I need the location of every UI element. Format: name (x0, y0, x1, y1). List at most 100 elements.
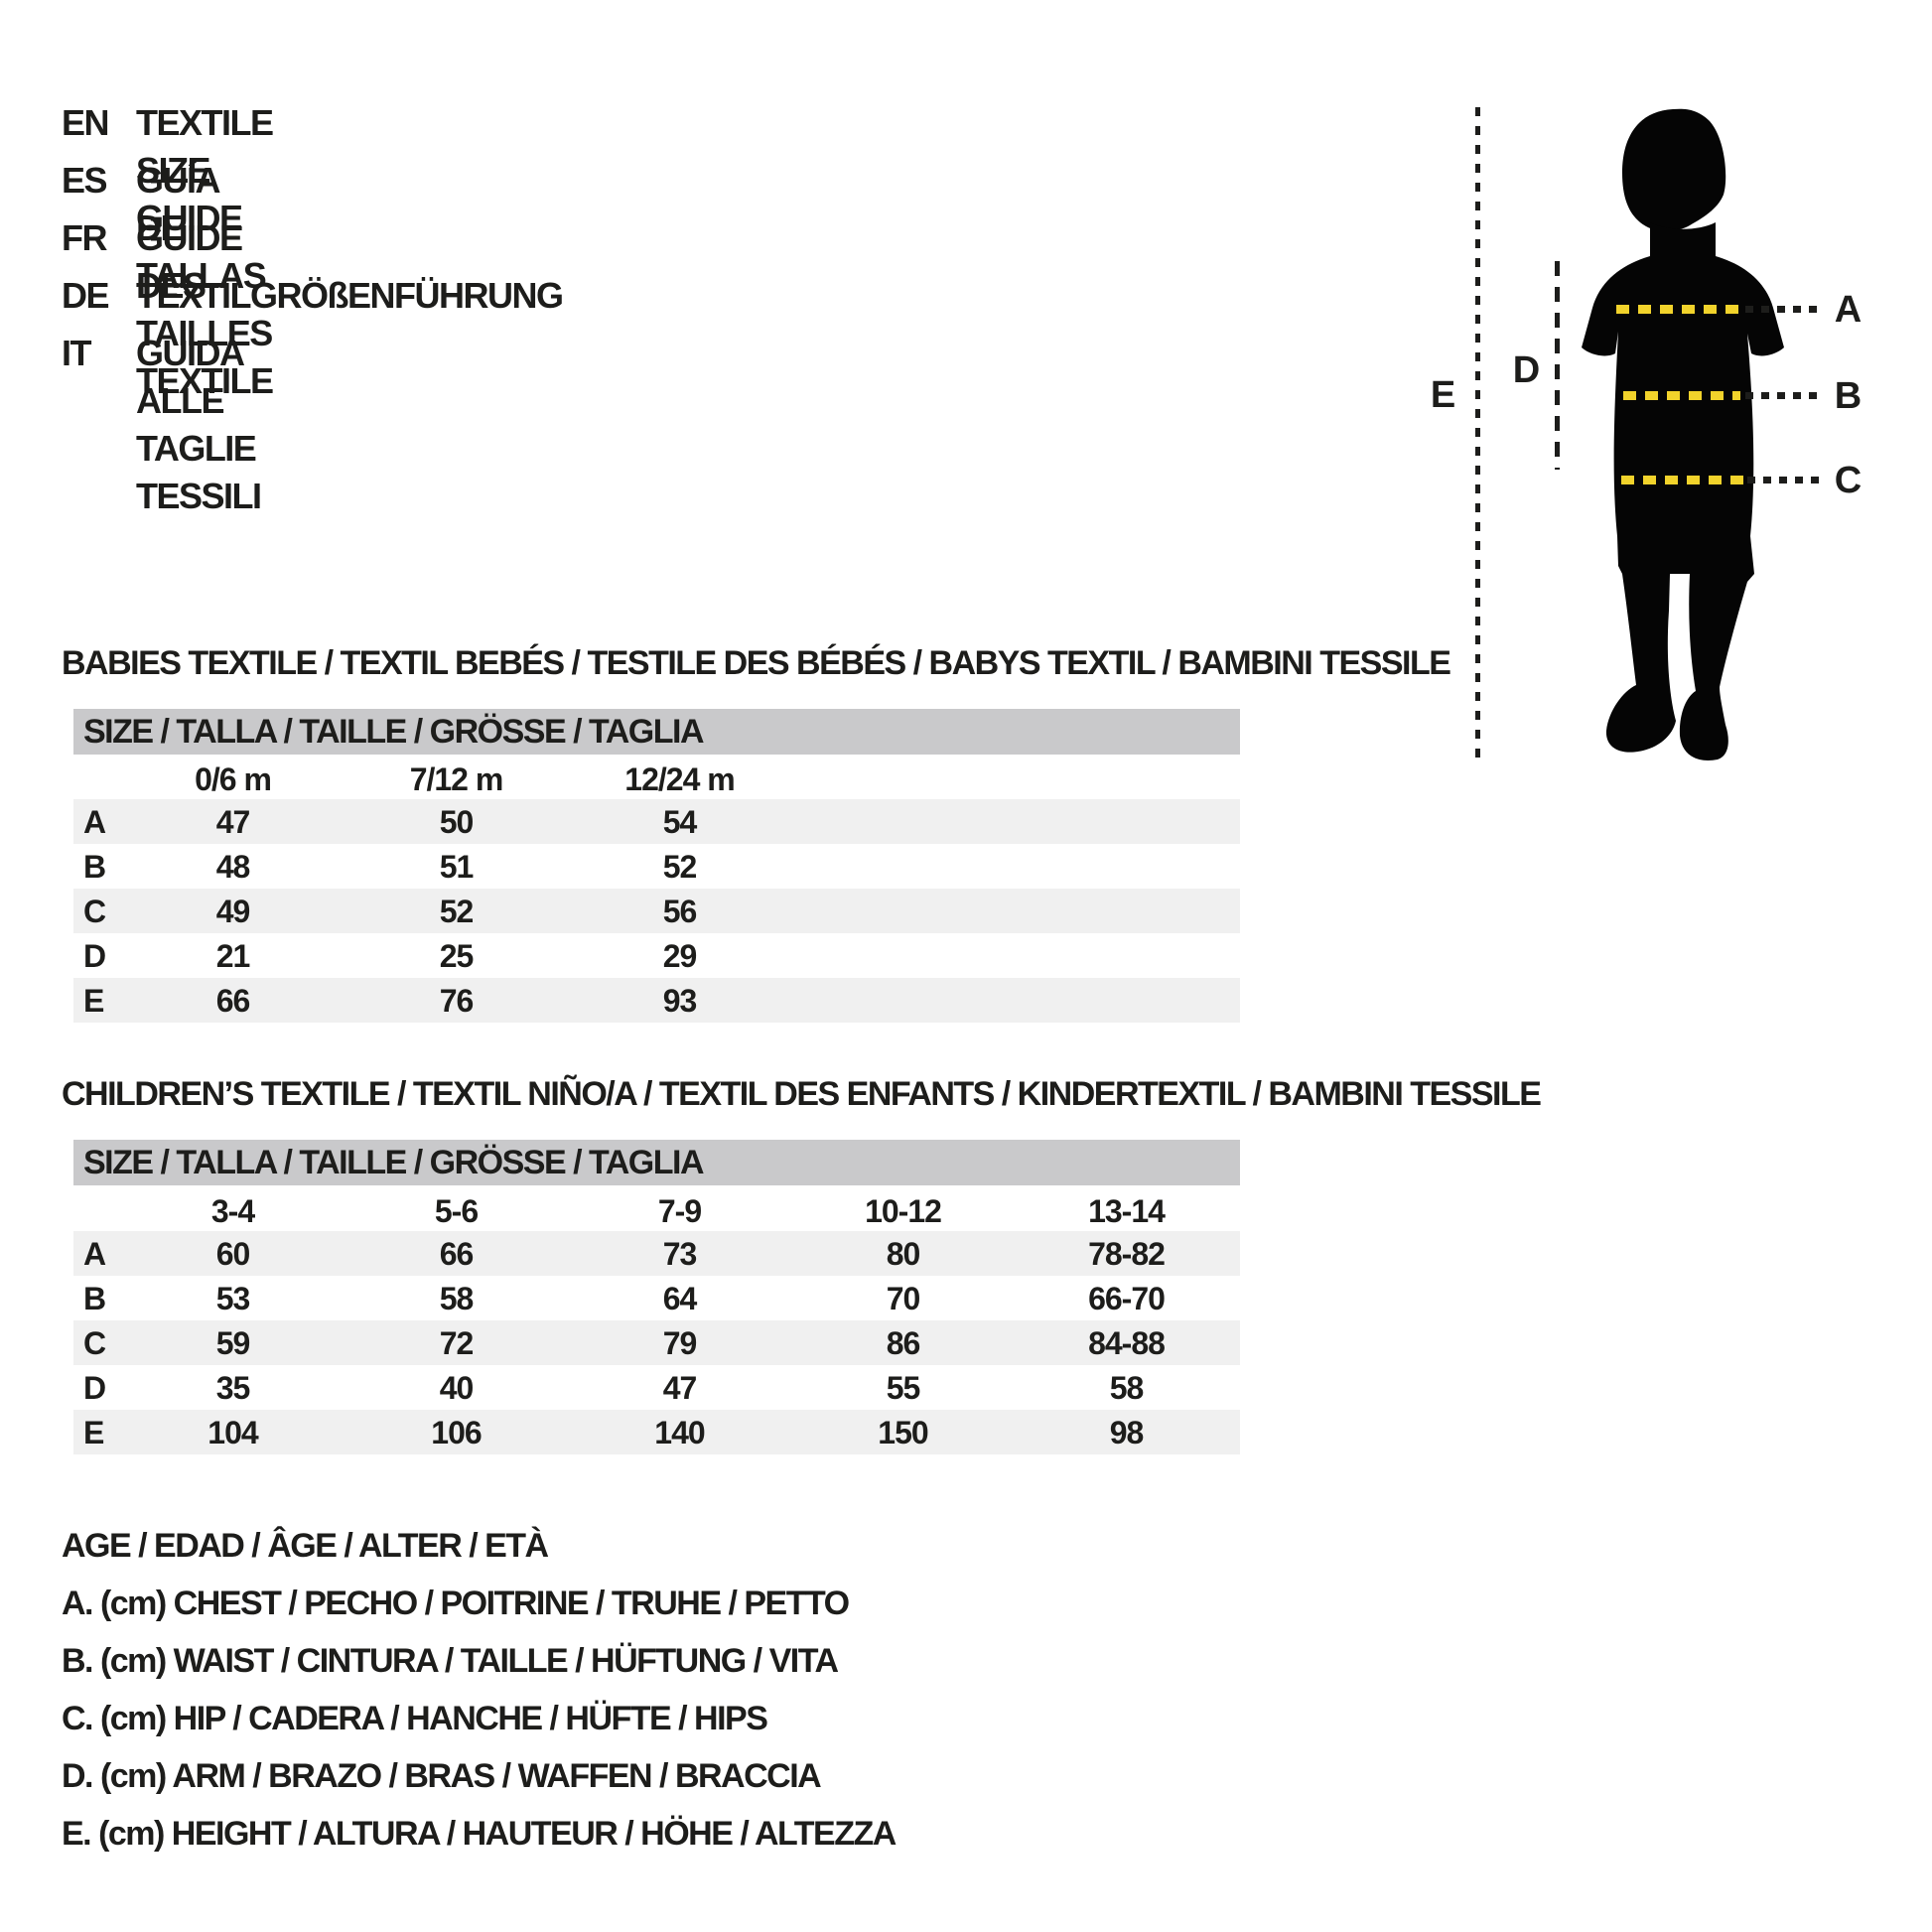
children-section-title: CHILDREN’S TEXTILE / TEXTIL NIÑO/A / TEX… (62, 1075, 1542, 1113)
babies-section-title: BABIES TEXTILE / TEXTIL BEBÉS / TESTILE … (62, 644, 1451, 682)
language-code: FR (62, 217, 108, 258)
arm-measure-line-d (1555, 261, 1560, 470)
column-header: 13-14 (1088, 1193, 1166, 1229)
table-row: A 47 50 54 (73, 799, 1240, 844)
language-code: DE (62, 275, 110, 316)
height-measure-line-e (1475, 107, 1480, 764)
table-cell: 40 (439, 1369, 475, 1406)
column-header: 5-6 (434, 1193, 479, 1229)
figure-label-c: C (1834, 460, 1862, 501)
table-cell: 78-82 (1088, 1235, 1166, 1272)
table-cell: 140 (654, 1414, 705, 1450)
table-cell: 66 (439, 1235, 475, 1272)
table-row: E 66 76 93 (73, 978, 1240, 1023)
table-cell: 66-70 (1088, 1280, 1166, 1316)
table-row: E 104 106 140 150 98 (73, 1410, 1240, 1454)
language-code: EN (62, 102, 110, 143)
language-title: GUÍA DE TALLAS (136, 160, 267, 296)
table-cell: 47 (215, 803, 251, 840)
row-label: D (83, 1369, 106, 1406)
row-label: B (83, 848, 106, 885)
legend-line-arm: D. (cm) ARM / BRAZO / BRAS / WAFFEN / BR… (62, 1757, 822, 1795)
table-cell: 51 (439, 848, 475, 885)
table-cell: 52 (662, 848, 698, 885)
children-table-header-row: 3-4 5-6 7-9 10-12 13-14 (73, 1191, 1240, 1231)
waist-callout-dots-b (1745, 392, 1823, 399)
table-cell: 49 (215, 893, 251, 929)
table-row: C 49 52 56 (73, 889, 1240, 933)
language-title: GUIDE DES TAILLES TEXTILE (136, 217, 274, 401)
row-label: D (83, 937, 106, 974)
table-row: B 48 51 52 (73, 844, 1240, 889)
table-cell: 79 (662, 1324, 698, 1361)
table-row: D 35 40 47 55 58 (73, 1365, 1240, 1410)
table-cell: 104 (207, 1414, 258, 1450)
chest-measure-line-a (1616, 305, 1741, 314)
table-cell: 53 (215, 1280, 251, 1316)
column-header: 7-9 (657, 1193, 702, 1229)
table-cell: 64 (662, 1280, 698, 1316)
row-label: A (83, 1235, 106, 1272)
language-code: IT (62, 333, 92, 373)
table-cell: 52 (439, 893, 475, 929)
column-header: 3-4 (210, 1193, 255, 1229)
column-header: 7/12 m (409, 761, 504, 797)
table-cell: 48 (215, 848, 251, 885)
table-cell: 58 (1109, 1369, 1145, 1406)
table-cell: 54 (662, 803, 698, 840)
table-row: A 60 66 73 80 78-82 (73, 1231, 1240, 1276)
chest-callout-dots-a (1745, 306, 1823, 313)
figure-label-a: A (1834, 289, 1862, 331)
row-label: A (83, 803, 106, 840)
table-cell: 25 (439, 937, 475, 974)
table-cell: 86 (886, 1324, 921, 1361)
figure-label-b: B (1834, 375, 1862, 417)
table-row: C 59 72 79 86 84-88 (73, 1320, 1240, 1365)
language-title: TEXTILE SIZE GUIDE (136, 102, 274, 238)
table-cell: 59 (215, 1324, 251, 1361)
table-cell: 70 (886, 1280, 921, 1316)
legend-line-waist: B. (cm) WAIST / CINTURA / TAILLE / HÜFTU… (62, 1642, 839, 1680)
babies-size-header-bar: SIZE / TALLA / TAILLE / GRÖSSE / TAGLIA (73, 709, 1240, 755)
table-cell: 56 (662, 893, 698, 929)
legend-line-hip: C. (cm) HIP / CADERA / HANCHE / HÜFTE / … (62, 1700, 768, 1737)
table-cell: 66 (215, 982, 251, 1019)
table-cell: 73 (662, 1235, 698, 1272)
row-label: C (83, 893, 106, 929)
table-cell: 58 (439, 1280, 475, 1316)
column-header: 12/24 m (624, 761, 735, 797)
table-cell: 150 (878, 1414, 928, 1450)
table-cell: 60 (215, 1235, 251, 1272)
row-label: B (83, 1280, 106, 1316)
legend-line-age: AGE / EDAD / ÂGE / ALTER / ETÀ (62, 1527, 549, 1565)
table-cell: 55 (886, 1369, 921, 1406)
hip-callout-dots-c (1747, 477, 1823, 483)
table-row: B 53 58 64 70 66-70 (73, 1276, 1240, 1320)
table-cell: 98 (1109, 1414, 1145, 1450)
legend-line-chest: A. (cm) CHEST / PECHO / POITRINE / TRUHE… (62, 1585, 850, 1622)
table-cell: 21 (215, 937, 251, 974)
table-cell: 93 (662, 982, 698, 1019)
child-silhouette-image (1582, 108, 1784, 760)
figure-label-e: E (1430, 374, 1455, 416)
column-header: 0/6 m (195, 761, 272, 797)
language-code: ES (62, 160, 108, 201)
language-title: TEXTILGRÖßENFÜHRUNG (136, 275, 564, 316)
table-cell: 106 (431, 1414, 482, 1450)
table-cell: 84-88 (1088, 1324, 1166, 1361)
waist-measure-line-b (1623, 391, 1740, 400)
babies-table-header-row: 0/6 m 7/12 m 12/24 m (73, 759, 1240, 799)
table-cell: 50 (439, 803, 475, 840)
row-label: E (83, 982, 104, 1019)
hip-measure-line-c (1621, 476, 1744, 484)
language-title: GUIDA ALLE TAGLIE TESSILI (136, 333, 262, 516)
row-label: C (83, 1324, 106, 1361)
babies-size-header-text: SIZE / TALLA / TAILLE / GRÖSSE / TAGLIA (83, 713, 705, 751)
children-size-table: 3-4 5-6 7-9 10-12 13-14 A 60 66 73 80 78… (73, 1191, 1240, 1454)
babies-size-table: 0/6 m 7/12 m 12/24 m A 47 50 54 B 48 51 … (73, 759, 1240, 1023)
table-cell: 80 (886, 1235, 921, 1272)
children-size-header-text: SIZE / TALLA / TAILLE / GRÖSSE / TAGLIA (83, 1144, 705, 1181)
table-cell: 72 (439, 1324, 475, 1361)
children-size-header-bar: SIZE / TALLA / TAILLE / GRÖSSE / TAGLIA (73, 1140, 1240, 1185)
